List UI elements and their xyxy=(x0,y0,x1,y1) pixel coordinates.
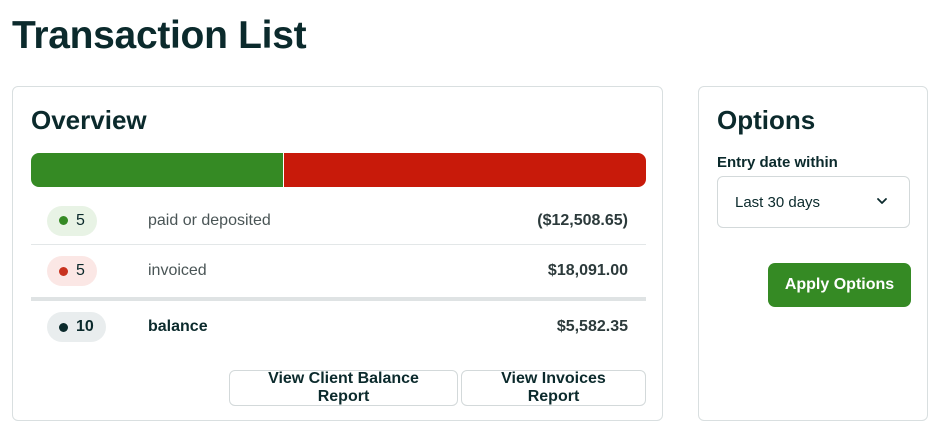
paid-vs-invoiced-bar xyxy=(31,153,646,187)
paid-count: 5 xyxy=(76,211,85,229)
apply-options-button[interactable]: Apply Options xyxy=(768,263,911,307)
invoiced-count: 5 xyxy=(76,262,85,279)
paid-row: 5 paid or deposited ($12,508.65) xyxy=(31,197,646,245)
invoiced-count-badge: 5 xyxy=(47,256,97,286)
view-client-balance-report-button[interactable]: View Client Balance Report xyxy=(229,370,458,406)
invoiced-label: invoiced xyxy=(148,262,207,279)
invoiced-dot-icon xyxy=(59,266,68,276)
entry-date-value: Last 30 days xyxy=(735,193,821,211)
entry-date-label: Entry date within xyxy=(717,154,838,171)
paid-dot-icon xyxy=(59,216,68,225)
invoiced-row: 5 invoiced $18,091.00 xyxy=(31,247,646,295)
entry-date-select[interactable]: Last 30 days xyxy=(717,176,910,228)
options-card: Options Entry date within Last 30 days A… xyxy=(698,86,928,421)
paid-amount: ($12,508.65) xyxy=(537,211,628,229)
balance-count-badge: 10 xyxy=(47,312,106,342)
invoiced-amount: $18,091.00 xyxy=(547,262,628,279)
overview-card: Overview 5 paid or deposited ($12,508.65… xyxy=(12,86,663,421)
paid-bar-segment xyxy=(31,153,283,187)
chevron-down-icon xyxy=(877,198,887,204)
paid-label: paid or deposited xyxy=(148,211,271,229)
balance-amount: $5,582.35 xyxy=(556,318,628,335)
balance-row: 10 balance $5,582.35 xyxy=(31,303,646,351)
bar-divider xyxy=(282,153,284,187)
view-invoices-report-button[interactable]: View Invoices Report xyxy=(461,370,646,406)
balance-dot-icon xyxy=(59,322,68,332)
page-title: Transaction List xyxy=(12,14,307,57)
overview-title: Overview xyxy=(31,105,147,135)
balance-label: balance xyxy=(148,318,208,335)
options-title: Options xyxy=(717,105,816,135)
paid-count-badge: 5 xyxy=(47,205,97,236)
invoiced-bar-segment xyxy=(283,153,646,187)
balance-count: 10 xyxy=(76,318,94,335)
balance-divider xyxy=(31,297,646,301)
